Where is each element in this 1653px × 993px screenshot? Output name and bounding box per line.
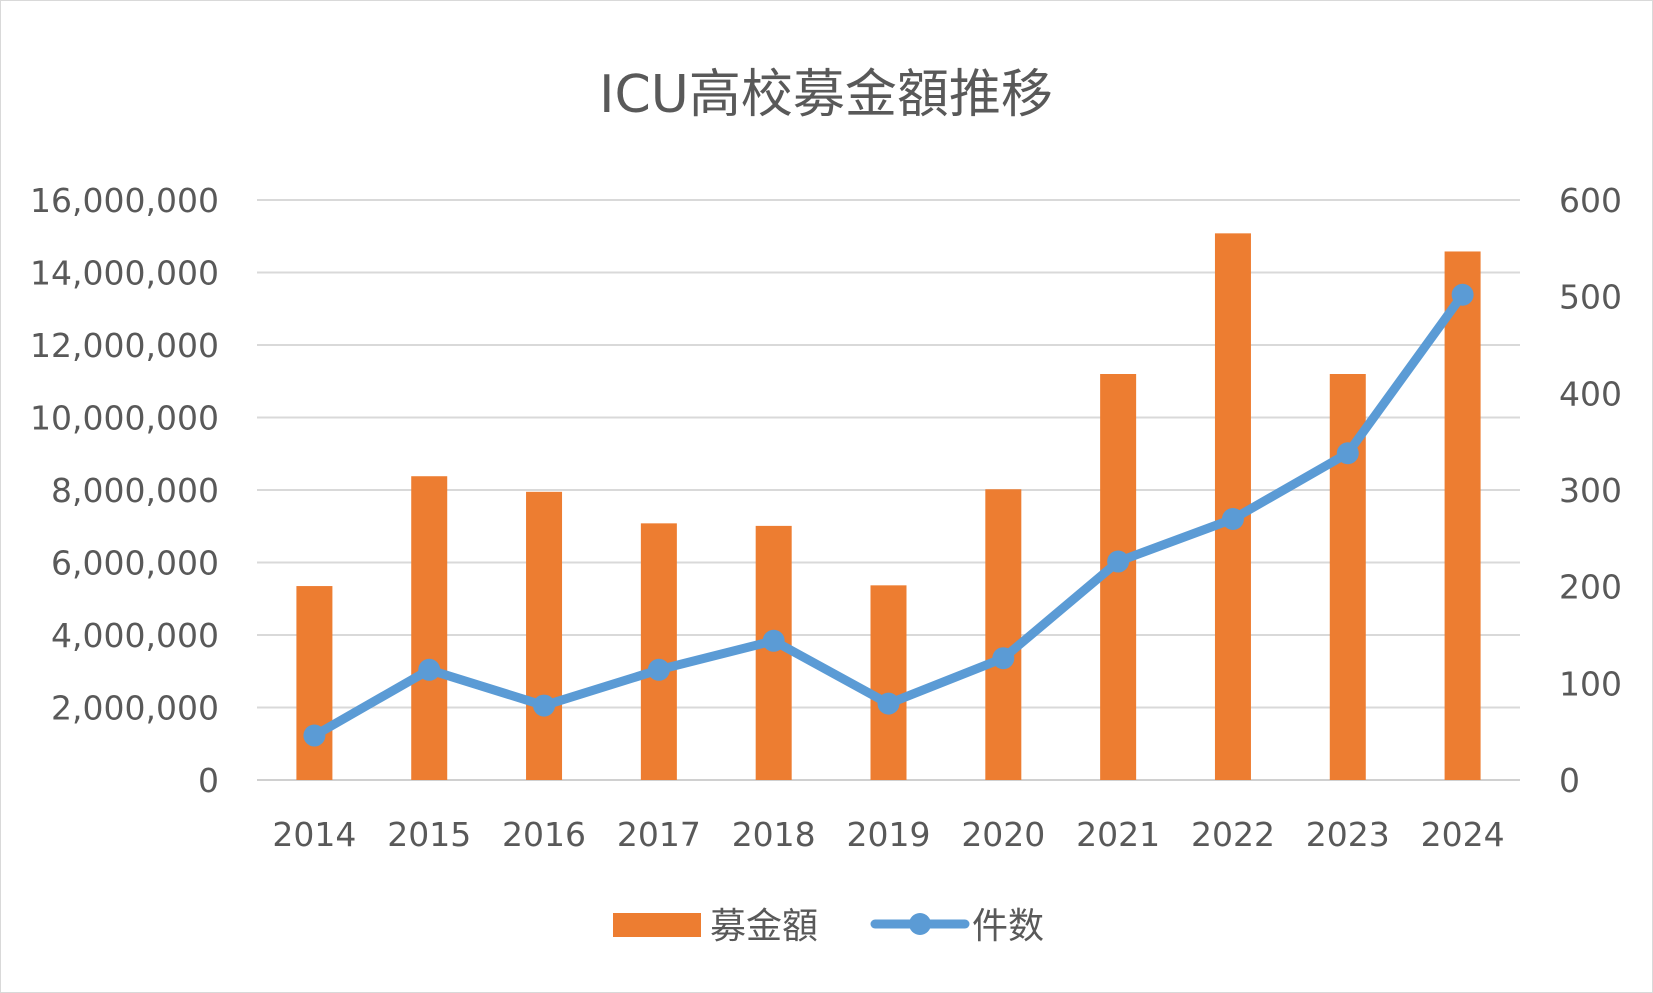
x-tick-label: 2023 (1306, 815, 1390, 854)
x-tick-label: 2018 (732, 815, 816, 854)
legend-line-label: 件数 (972, 906, 1044, 947)
right-tick-label: 500 (1559, 278, 1622, 317)
x-tick-label: 2019 (847, 815, 931, 854)
line-point (992, 647, 1015, 670)
left-axis: 0 2,000,000 4,000,000 6,000,000 8,000,000 10,… (30, 181, 219, 800)
x-tick-label: 2021 (1076, 815, 1160, 854)
right-tick-label: 600 (1559, 181, 1622, 220)
right-tick-label: 400 (1559, 374, 1622, 413)
x-tick-label: 2015 (387, 815, 471, 854)
right-tick-label: 100 (1559, 664, 1622, 703)
gridlines (257, 199, 1520, 781)
x-tick-label: 2022 (1191, 815, 1275, 854)
legend-bar-label: 募金額 (710, 906, 818, 947)
legend-bar-swatch (613, 913, 701, 937)
left-tick-label: 12,000,000 (30, 326, 219, 365)
bar (296, 586, 333, 780)
bar (640, 523, 677, 780)
bar (1444, 251, 1481, 781)
bar (526, 491, 563, 780)
x-axis: 2014 2015 2016 2017 2018 2019 2020 2021 2022 2023… (272, 815, 1504, 854)
right-tick-label: 200 (1559, 568, 1622, 607)
bar (1214, 233, 1251, 781)
left-tick-label: 0 (198, 761, 219, 800)
bar (755, 525, 792, 780)
line-point (1221, 508, 1244, 530)
line-point (647, 658, 670, 681)
left-tick-label: 8,000,000 (51, 471, 219, 510)
right-tick-label: 0 (1559, 761, 1580, 800)
line-series (303, 283, 1474, 747)
line-point (877, 692, 900, 715)
bar (411, 476, 448, 780)
x-tick-label: 2014 (272, 815, 356, 854)
bar (870, 585, 907, 780)
line-point (303, 724, 326, 747)
bar (985, 489, 1022, 780)
line-point (1107, 550, 1130, 573)
left-tick-label: 2,000,000 (51, 689, 219, 728)
chart-title: ICU高校募金額推移 (599, 65, 1053, 125)
bar-series (296, 233, 1481, 781)
left-tick-label: 4,000,000 (51, 616, 219, 655)
left-tick-label: 14,000,000 (30, 254, 219, 293)
left-tick-label: 10,000,000 (30, 399, 219, 438)
line-point (418, 658, 441, 681)
legend: 募金額 件数 (613, 906, 1044, 947)
right-axis: 0 100 200 300 400 500 600 (1559, 181, 1622, 800)
x-tick-label: 2016 (502, 815, 586, 854)
x-tick-label: 2024 (1421, 815, 1505, 854)
x-tick-label: 2020 (961, 815, 1045, 854)
line-point (762, 629, 785, 652)
x-tick-label: 2017 (617, 815, 701, 854)
line-point (1451, 283, 1474, 306)
left-tick-label: 16,000,000 (30, 181, 219, 220)
line-point (533, 694, 556, 717)
legend-line-marker (909, 913, 931, 935)
right-tick-label: 300 (1559, 471, 1622, 510)
left-tick-label: 6,000,000 (51, 544, 219, 583)
line-point (1336, 442, 1359, 465)
